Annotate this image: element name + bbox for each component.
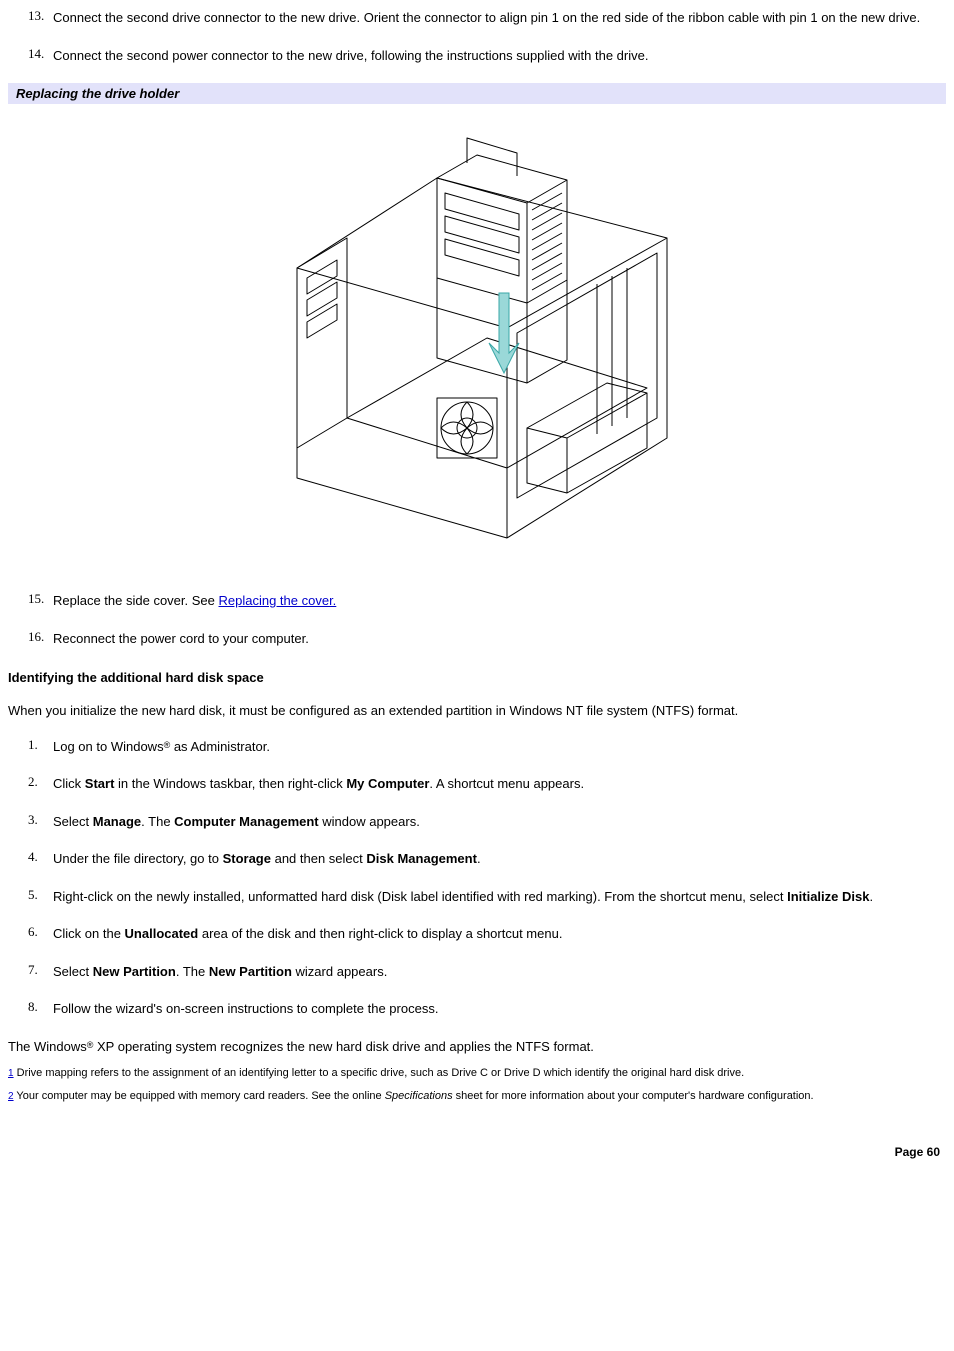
footnote: 2 Your computer may be equipped with mem… bbox=[8, 1089, 946, 1104]
list-number: 2. bbox=[28, 774, 53, 794]
footnote: 1 Drive mapping refers to the assignment… bbox=[8, 1066, 946, 1081]
list-item: 16. Reconnect the power cord to your com… bbox=[8, 629, 946, 649]
list-number: 3. bbox=[28, 812, 53, 832]
footnotes: 1 Drive mapping refers to the assignment… bbox=[8, 1066, 946, 1105]
list-text: Under the file directory, go to Storage … bbox=[53, 849, 946, 869]
list-number: 5. bbox=[28, 887, 53, 907]
intro-paragraph: When you initialize the new hard disk, i… bbox=[8, 701, 946, 721]
list-item: 8.Follow the wizard's on-screen instruct… bbox=[8, 999, 946, 1019]
list-text: Right-click on the newly installed, unfo… bbox=[53, 887, 946, 907]
list-item: 4.Under the file directory, go to Storag… bbox=[8, 849, 946, 869]
list-number: 7. bbox=[28, 962, 53, 982]
list-item: 6.Click on the Unallocated area of the d… bbox=[8, 924, 946, 944]
steps-mid-list: 15. Replace the side cover. See Replacin… bbox=[8, 591, 946, 648]
list-number: 13. bbox=[28, 8, 53, 28]
list-item: 2.Click Start in the Windows taskbar, th… bbox=[8, 774, 946, 794]
list-item: 7.Select New Partition. The New Partitio… bbox=[8, 962, 946, 982]
list-number: 16. bbox=[28, 629, 53, 649]
list-number: 1. bbox=[28, 737, 53, 757]
list-text: Connect the second power connector to th… bbox=[53, 46, 946, 66]
list-text: Log on to Windows® as Administrator. bbox=[53, 737, 946, 757]
list-item: 15. Replace the side cover. See Replacin… bbox=[8, 591, 946, 611]
drive-holder-diagram bbox=[267, 118, 687, 558]
list-item: 14. Connect the second power connector t… bbox=[8, 46, 946, 66]
footnote-ref-link[interactable]: 1 bbox=[8, 1068, 14, 1079]
list-number: 8. bbox=[28, 999, 53, 1019]
page-number: Page 60 bbox=[8, 1145, 946, 1159]
list-text: Select Manage. The Computer Management w… bbox=[53, 812, 946, 832]
steps-bottom-list: 1.Log on to Windows® as Administrator.2.… bbox=[8, 737, 946, 1019]
footnote-ref-link[interactable]: 2 bbox=[8, 1091, 14, 1102]
steps-top-list: 13. Connect the second drive connector t… bbox=[8, 8, 946, 65]
list-text: Reconnect the power cord to your compute… bbox=[53, 629, 946, 649]
list-text: Replace the side cover. See Replacing th… bbox=[53, 591, 946, 611]
list-number: 14. bbox=[28, 46, 53, 66]
section-header: Replacing the drive holder bbox=[8, 83, 946, 104]
final-paragraph: The Windows® XP operating system recogni… bbox=[8, 1037, 946, 1057]
list-item: 1.Log on to Windows® as Administrator. bbox=[8, 737, 946, 757]
sub-heading: Identifying the additional hard disk spa… bbox=[8, 670, 946, 685]
list-number: 6. bbox=[28, 924, 53, 944]
list-text: Connect the second drive connector to th… bbox=[53, 8, 946, 28]
list-text: Click on the Unallocated area of the dis… bbox=[53, 924, 946, 944]
list-item: 3.Select Manage. The Computer Management… bbox=[8, 812, 946, 832]
list-text: Select New Partition. The New Partition … bbox=[53, 962, 946, 982]
list-item: 13. Connect the second drive connector t… bbox=[8, 8, 946, 28]
list-item: 5.Right-click on the newly installed, un… bbox=[8, 887, 946, 907]
list-number: 15. bbox=[28, 591, 53, 611]
arrow-down-icon bbox=[489, 293, 519, 373]
list-number: 4. bbox=[28, 849, 53, 869]
replacing-cover-link[interactable]: Replacing the cover. bbox=[219, 593, 337, 608]
list-text: Click Start in the Windows taskbar, then… bbox=[53, 774, 946, 794]
diagram-container bbox=[8, 104, 946, 591]
list-text: Follow the wizard's on-screen instructio… bbox=[53, 999, 946, 1019]
